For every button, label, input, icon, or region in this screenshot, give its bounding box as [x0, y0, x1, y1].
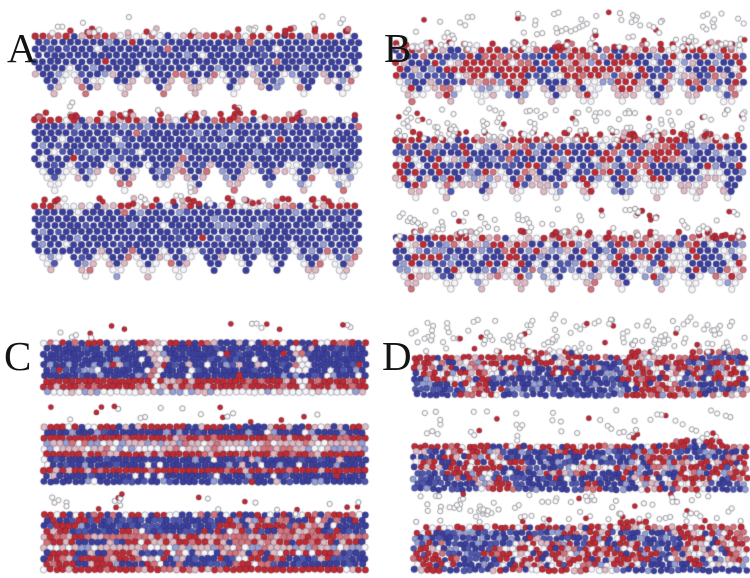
panel-label-d: D — [382, 333, 412, 379]
panel-label-a: A — [7, 25, 37, 71]
panel-label-b: B — [384, 25, 412, 71]
panel-label-c: C — [4, 333, 32, 379]
